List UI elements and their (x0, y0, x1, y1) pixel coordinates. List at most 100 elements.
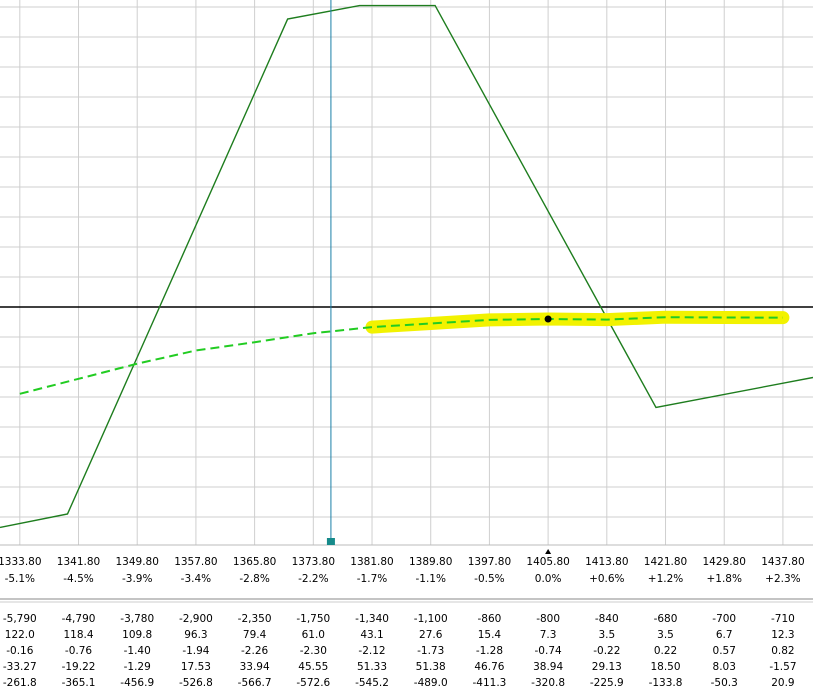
percent-label: +1.8% (706, 573, 741, 585)
table-cell: 20.9 (771, 677, 794, 689)
pnl-line (0, 4, 813, 529)
percent-label: +2.3% (765, 573, 800, 585)
percent-label: -5.1% (5, 573, 35, 585)
x-tick-label: 1429.80 (703, 556, 746, 568)
x-tick-label: 1349.80 (116, 556, 159, 568)
x-tick-label: 1333.80 (0, 556, 42, 568)
percent-label: +1.2% (648, 573, 683, 585)
table-cell: -320.8 (531, 677, 565, 689)
table-cell: -489.0 (414, 677, 448, 689)
table-cell: 27.6 (419, 629, 443, 641)
table-cell: -572.6 (296, 677, 330, 689)
percent-label: -4.5% (63, 573, 93, 585)
table-cell: -0.76 (65, 645, 92, 657)
table-cell: -3,780 (120, 613, 154, 625)
table-cell: -2.12 (358, 645, 385, 657)
x-tick-label: 1405.80 (526, 556, 569, 568)
table-cell: -2.30 (300, 645, 327, 657)
table-cell: 51.38 (416, 661, 446, 673)
x-tick-label: 1389.80 (409, 556, 452, 568)
table-cell: -33.27 (3, 661, 37, 673)
table-cell: -1.28 (476, 645, 503, 657)
table-cell: -0.16 (6, 645, 33, 657)
table-cell: -225.9 (590, 677, 624, 689)
table-cell: 0.82 (771, 645, 794, 657)
percent-label: -2.8% (239, 573, 269, 585)
table-cell: -1.29 (124, 661, 151, 673)
table-cell: 79.4 (243, 629, 267, 641)
x-tick-label: 1365.80 (233, 556, 276, 568)
percent-label: -3.9% (122, 573, 152, 585)
cursor-handle (326, 538, 335, 545)
table-cell: -1,750 (296, 613, 330, 625)
table-cell: -1.94 (182, 645, 209, 657)
percent-label: -3.4% (181, 573, 211, 585)
table-cell: -800 (536, 613, 560, 625)
table-cell: -5,790 (3, 613, 37, 625)
table-cell: -680 (654, 613, 678, 625)
x-tick-label: 1397.80 (468, 556, 511, 568)
x-tick-label: 1341.80 (57, 556, 100, 568)
x-tick-label: 1413.80 (585, 556, 628, 568)
table-cell: -1.57 (769, 661, 796, 673)
table-cell: -261.8 (3, 677, 37, 689)
table-cell: -860 (477, 613, 501, 625)
table-cell: -133.8 (649, 677, 683, 689)
percent-label: +0.6% (589, 573, 624, 585)
table-cell: -1,100 (414, 613, 448, 625)
table-cell: -2,350 (238, 613, 272, 625)
x-tick-label: 1421.80 (644, 556, 687, 568)
table-cell: -700 (712, 613, 736, 625)
table-cell: 18.50 (650, 661, 680, 673)
table-cell: -50.3 (711, 677, 738, 689)
table-cell: 46.76 (474, 661, 504, 673)
table-cell: -566.7 (238, 677, 272, 689)
table-cell: -456.9 (120, 677, 154, 689)
table-cell: -526.8 (179, 677, 213, 689)
table-cell: 122.0 (5, 629, 35, 641)
table-cell: -0.74 (535, 645, 562, 657)
table-cell: -1.40 (124, 645, 151, 657)
percent-label: -1.7% (357, 573, 387, 585)
table-cell: -710 (771, 613, 795, 625)
table-cell: -19.22 (62, 661, 96, 673)
current-point (544, 315, 552, 323)
table-cell: -2,900 (179, 613, 213, 625)
table-cell: 17.53 (181, 661, 211, 673)
x-tick-label: 1381.80 (350, 556, 393, 568)
table-cell: 61.0 (302, 629, 325, 641)
table-cell: -840 (595, 613, 619, 625)
table-cell: 118.4 (63, 629, 93, 641)
table-cell: 43.1 (360, 629, 383, 641)
percent-label: -1.1% (415, 573, 445, 585)
table-cell: 8.03 (713, 661, 736, 673)
table-cell: 15.4 (478, 629, 502, 641)
table-cell: 6.7 (716, 629, 733, 641)
table-cell: 29.13 (592, 661, 622, 673)
table-cell: -545.2 (355, 677, 389, 689)
table-cell: -1,340 (355, 613, 389, 625)
x-tick-label: 1437.80 (761, 556, 804, 568)
table-cell: 3.5 (598, 629, 615, 641)
table-cell: 7.3 (540, 629, 557, 641)
table-cell: -1.73 (417, 645, 444, 657)
percent-label: 0.0% (535, 573, 562, 585)
table-cell: -411.3 (472, 677, 506, 689)
percent-label: -2.2% (298, 573, 328, 585)
table-cell: 12.3 (771, 629, 794, 641)
table-cell: -0.22 (593, 645, 620, 657)
table-cell: 0.22 (654, 645, 677, 657)
percent-label: -0.5% (474, 573, 504, 585)
table-cell: -2.26 (241, 645, 268, 657)
table-cell: 0.57 (713, 645, 736, 657)
current-price-arrow (545, 549, 552, 554)
x-tick-label: 1373.80 (292, 556, 335, 568)
table-cell: 3.5 (657, 629, 674, 641)
table-cell: 109.8 (122, 629, 152, 641)
table-cell: 38.94 (533, 661, 563, 673)
x-tick-label: 1357.80 (174, 556, 217, 568)
table-cell: 45.55 (298, 661, 328, 673)
table-cell: -4,790 (62, 613, 96, 625)
